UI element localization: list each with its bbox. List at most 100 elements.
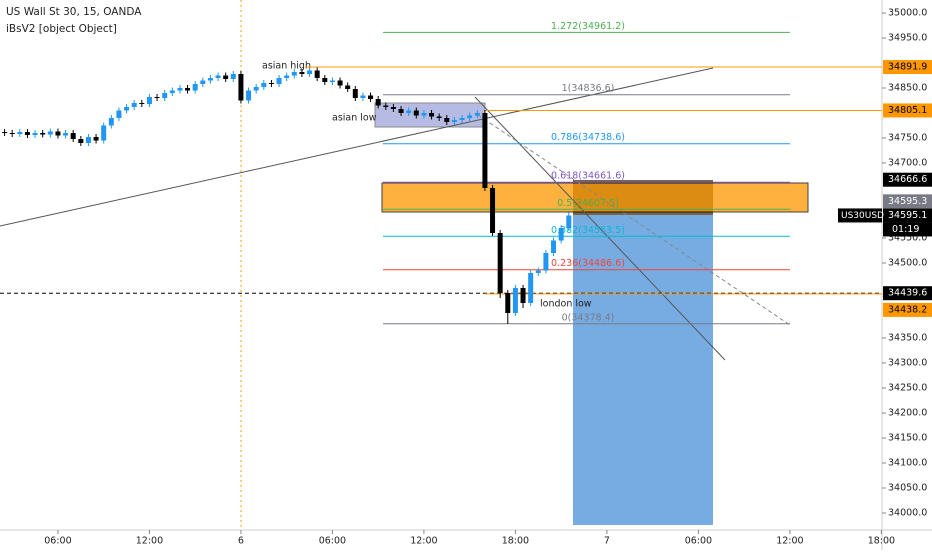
y-tick-label: 34950.0 — [888, 33, 927, 44]
y-tick-label: 35000.0 — [888, 8, 927, 19]
fib-label: 1.272(34961.2) — [551, 21, 625, 32]
candle-body — [124, 107, 130, 111]
symbol-label: US30USD — [841, 211, 884, 221]
candle-body — [116, 110, 122, 118]
candle-body — [490, 188, 496, 233]
price-label: 34666.6 — [888, 174, 927, 185]
candle-body — [482, 113, 488, 188]
candle-body — [85, 137, 91, 143]
candle-body — [497, 233, 503, 293]
candle-body — [543, 253, 549, 271]
price-label-box — [883, 302, 932, 317]
candle-body — [284, 75, 290, 78]
y-tick-label: 34700.0 — [888, 158, 927, 169]
annotation: london low — [540, 299, 592, 310]
candle-body — [406, 110, 412, 113]
y-tick-label: 34750.0 — [888, 133, 927, 144]
candle-body — [268, 83, 274, 84]
candle-body — [368, 95, 374, 99]
price-label-box — [883, 103, 932, 118]
y-tick-label: 34100.0 — [888, 458, 927, 469]
candle-body — [307, 70, 313, 74]
candle-body — [93, 137, 99, 141]
y-tick-label: 34050.0 — [888, 483, 927, 494]
candle-body — [535, 270, 541, 273]
fib-label: 0.382(34553.5) — [551, 225, 625, 236]
price-label-box — [883, 194, 932, 209]
y-tick-label: 34200.0 — [888, 408, 927, 419]
x-tick-label: 06:00 — [685, 536, 712, 547]
candle-body — [9, 133, 15, 134]
fib-label: 1(34836.6) — [562, 83, 615, 94]
candle-body — [276, 78, 282, 84]
candle-body — [17, 132, 23, 134]
annotation: asian high — [262, 61, 311, 72]
x-tick-label: 7 — [604, 536, 610, 547]
candle-body — [329, 80, 335, 82]
candle-body — [131, 103, 137, 107]
candle-body — [63, 133, 69, 136]
candle-body — [207, 78, 213, 81]
x-tick-label: 18:00 — [502, 536, 529, 547]
candle-body — [169, 90, 175, 93]
candle-body — [413, 110, 419, 116]
candle-body — [2, 132, 8, 133]
candle-body — [398, 109, 404, 113]
candle-body — [246, 90, 252, 101]
y-tick-label: 34350.0 — [888, 333, 927, 344]
price-label-box — [883, 208, 932, 223]
price-label-box — [883, 60, 932, 75]
fib-label: 0.618(34661.6) — [551, 171, 625, 182]
candle-body — [322, 78, 328, 82]
fib-label: 0(34378.4) — [562, 312, 615, 323]
candle-body — [429, 113, 435, 117]
candle-body — [337, 80, 343, 86]
candle-body — [505, 293, 511, 313]
fib-label: 0.5(34607.5) — [557, 198, 619, 209]
candle-body — [146, 97, 152, 104]
candle-body — [185, 88, 191, 91]
candle-body — [360, 95, 366, 98]
y-tick-label: 34250.0 — [888, 383, 927, 394]
y-tick-label: 34550.0 — [888, 233, 927, 244]
candle-body — [383, 105, 389, 107]
trend-line — [474, 96, 726, 361]
fib-label: 0.786(34738.6) — [551, 132, 625, 143]
candle-body — [291, 72, 297, 76]
candle-body — [528, 273, 534, 303]
candle-body — [101, 125, 107, 141]
candle-body — [253, 87, 259, 91]
candle-body — [520, 288, 526, 303]
x-tick-label: 18:00 — [868, 536, 895, 547]
candle-body — [192, 84, 198, 91]
candle-body — [444, 118, 450, 122]
candle-body — [70, 133, 76, 139]
target-zone — [573, 215, 713, 525]
candle-body — [55, 131, 61, 136]
fib-label: 0.236(34486.6) — [551, 258, 625, 269]
candle-body — [215, 75, 221, 78]
candle-body — [223, 75, 229, 79]
y-tick-label: 34850.0 — [888, 83, 927, 94]
candle-body — [558, 228, 564, 241]
candle-body — [47, 131, 53, 135]
countdown-label: 01:19 — [892, 224, 919, 235]
candle-body — [24, 132, 30, 135]
candle-body — [459, 118, 465, 120]
candle-body — [200, 80, 206, 84]
x-tick-label: 06:00 — [319, 536, 346, 547]
candle-body — [390, 107, 396, 109]
x-tick-label: 06:00 — [44, 536, 71, 547]
candle-body — [299, 72, 305, 74]
y-tick-label: 34500.0 — [888, 258, 927, 269]
candle-body — [421, 113, 427, 116]
candle-body — [238, 74, 244, 101]
candle-body — [345, 85, 351, 89]
indicator-name: iBsV2 [object Object] — [6, 23, 117, 35]
countdown-box — [883, 222, 932, 237]
price-label: 34805.1 — [888, 105, 927, 116]
annotation: asian low — [332, 113, 377, 124]
price-label: 34891.9 — [888, 62, 927, 73]
